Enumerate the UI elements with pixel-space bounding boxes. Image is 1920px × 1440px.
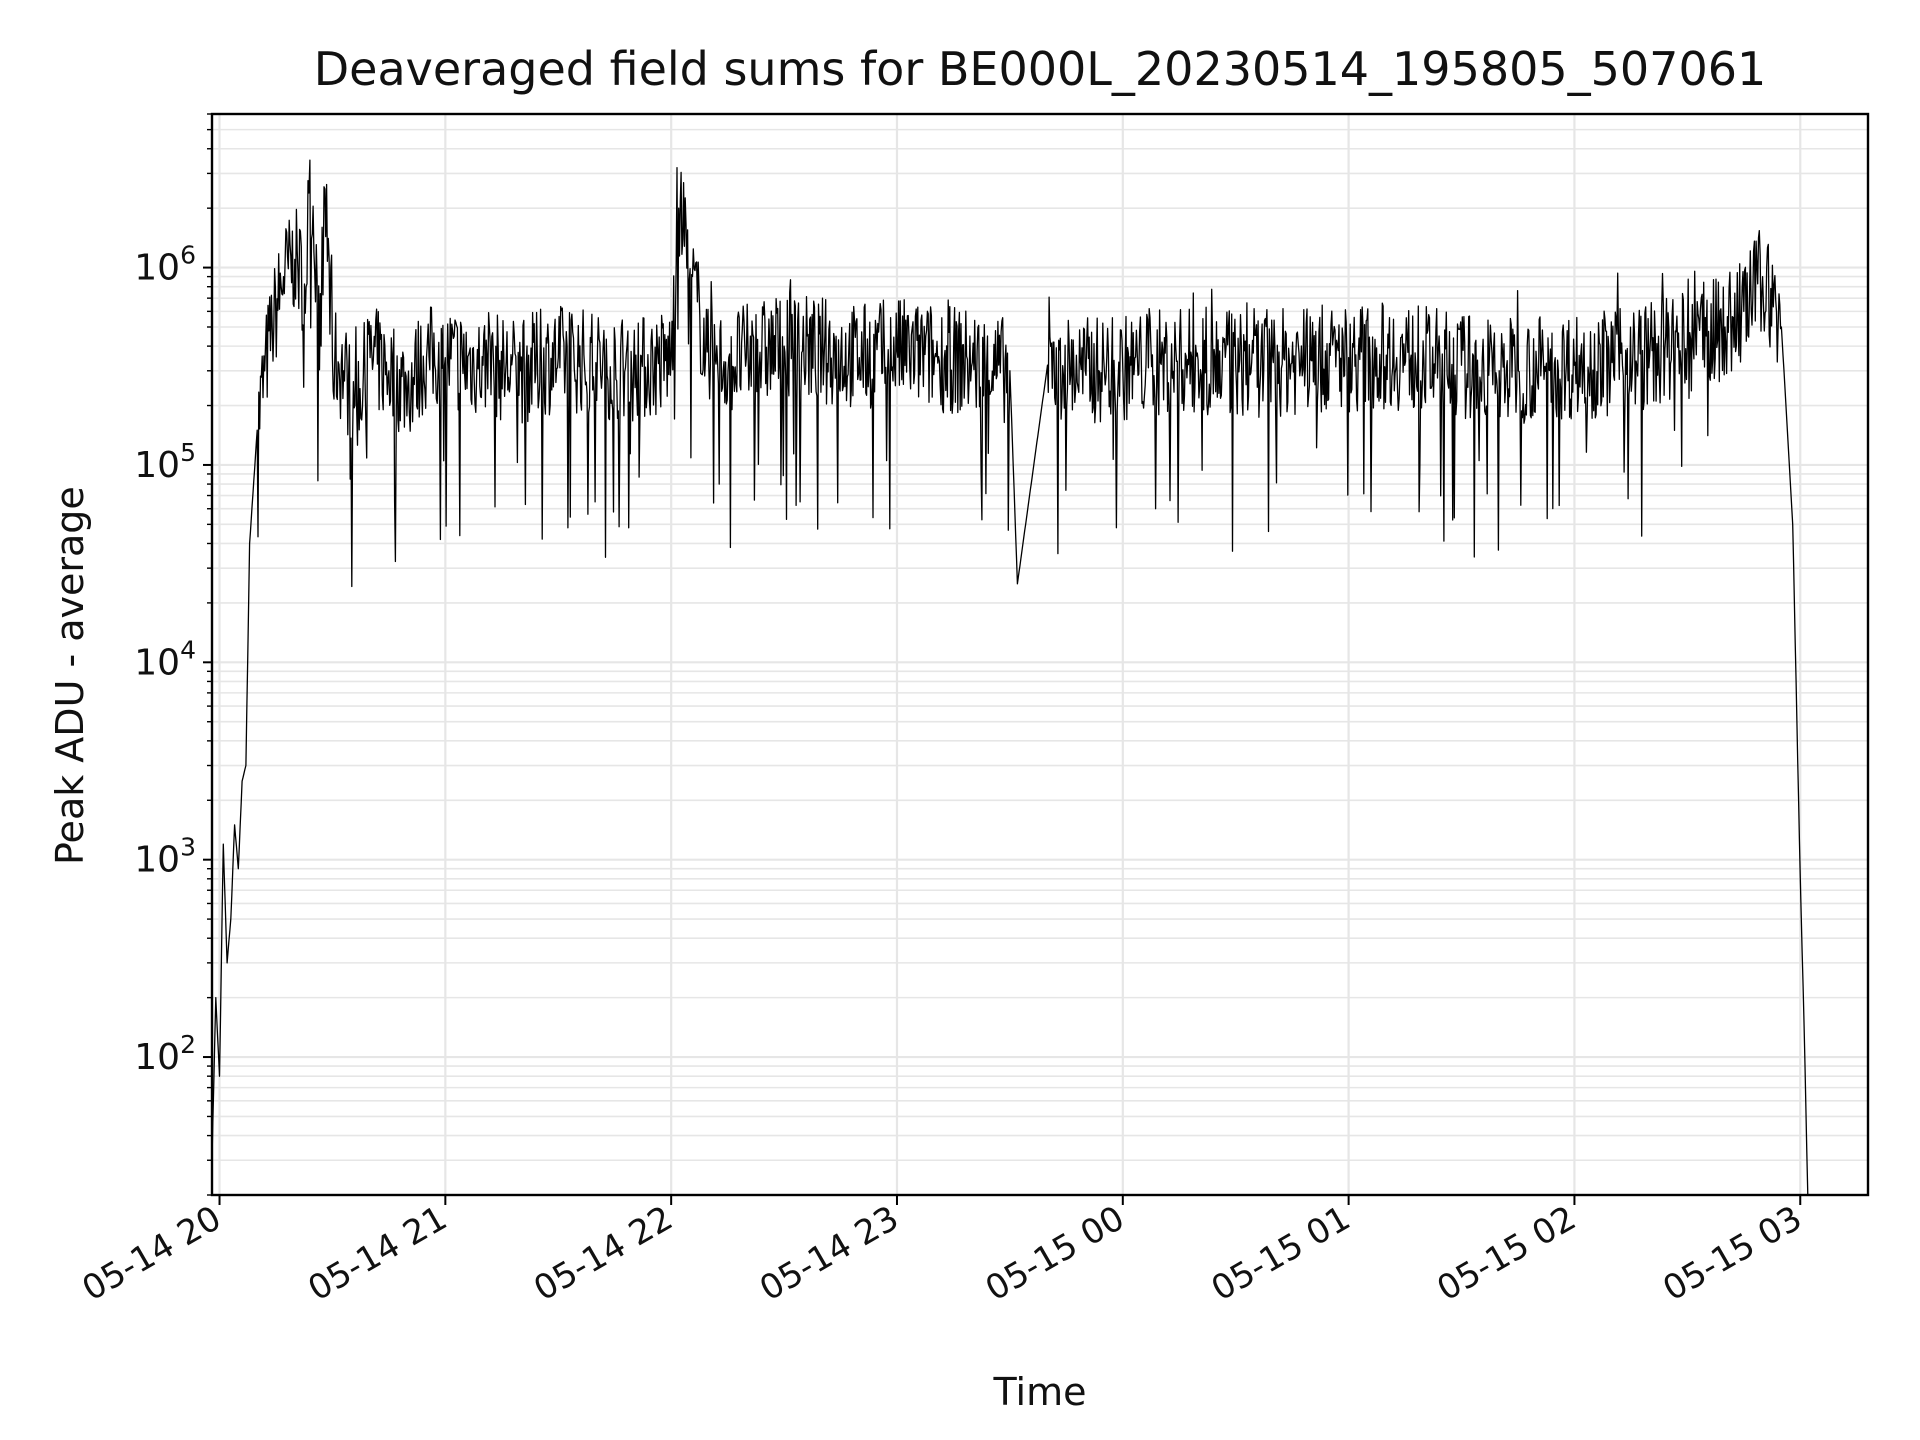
y-tick-label: 102 bbox=[134, 1030, 196, 1078]
x-tick-label: 05-15 03 bbox=[1656, 1198, 1808, 1309]
y-tick-label: 103 bbox=[134, 833, 196, 881]
x-tick-label: 05-14 22 bbox=[527, 1198, 679, 1309]
x-tick-label: 05-14 21 bbox=[301, 1198, 453, 1309]
y-tick-label: 105 bbox=[134, 438, 196, 486]
x-tick-label: 05-15 00 bbox=[979, 1198, 1131, 1309]
x-axis-label: Time bbox=[993, 1370, 1087, 1414]
x-tick-label: 05-15 01 bbox=[1205, 1198, 1357, 1309]
series-layer bbox=[211, 159, 1809, 1196]
axes-layer: 05-14 20 05-14 21 05-14 22 05-14 23 05-15 00… bbox=[76, 112, 1870, 1309]
y-tick-label: 106 bbox=[134, 241, 196, 289]
series-line bbox=[211, 159, 1809, 1196]
grid-lines bbox=[212, 113, 1868, 1196]
x-tick-label: 05-14 23 bbox=[753, 1198, 905, 1309]
y-tick-label: 104 bbox=[134, 635, 196, 683]
plot-frame bbox=[210, 112, 1870, 1197]
y-axis-label: Peak ADU - average bbox=[48, 486, 92, 865]
x-tick-label: 05-14 20 bbox=[76, 1198, 228, 1309]
chart-title: Deaveraged field sums for BE000L_2023051… bbox=[313, 42, 1767, 96]
x-tick-label: 05-15 02 bbox=[1431, 1198, 1583, 1309]
